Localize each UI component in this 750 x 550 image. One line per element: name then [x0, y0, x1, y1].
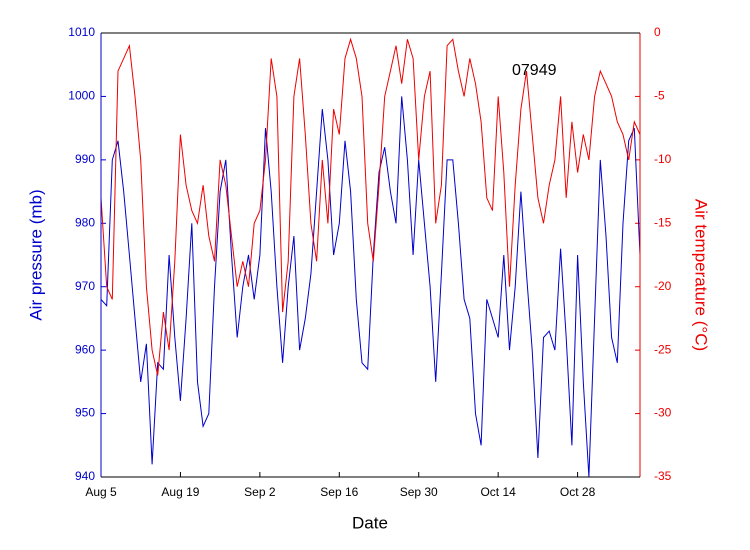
y-tick-label: 960 — [75, 342, 95, 356]
x-tick-label: Sep 16 — [320, 485, 358, 499]
annotation: 07949 — [512, 62, 557, 79]
y2-tick-label: -15 — [654, 215, 672, 229]
line-series — [100, 96, 641, 478]
y2-tick-label: -35 — [654, 469, 672, 483]
y2-tick-label: -20 — [654, 279, 672, 293]
x-tick-label: Oct 14 — [480, 485, 516, 499]
y2-tick-label: -30 — [654, 406, 672, 420]
y-tick-label: 990 — [75, 152, 95, 166]
x-tick-label: Aug 5 — [85, 485, 117, 499]
y-tick-label: 950 — [75, 406, 95, 420]
x-axis-label: Date — [352, 513, 388, 532]
x-tick-label: Sep 2 — [244, 485, 276, 499]
y2-tick-label: 0 — [654, 25, 661, 39]
y-tick-label: 940 — [75, 469, 95, 483]
x-tick-label: Aug 19 — [161, 485, 199, 499]
y2-tick-label: -5 — [654, 89, 665, 103]
y2-tick-label: -10 — [654, 152, 672, 166]
y2-axis-label: Air temperature (°C) — [692, 199, 711, 351]
y-tick-label: 970 — [75, 279, 95, 293]
x-tick-label: Oct 28 — [560, 485, 596, 499]
y2-tick-label: -25 — [654, 342, 672, 356]
y-axis-label: Air pressure (mb) — [26, 189, 45, 320]
line-series — [100, 37, 641, 376]
y-tick-label: 980 — [75, 215, 95, 229]
x-tick-label: Sep 30 — [400, 485, 438, 499]
y-tick-label: 1010 — [68, 25, 95, 39]
y-tick-label: 1000 — [68, 89, 95, 103]
